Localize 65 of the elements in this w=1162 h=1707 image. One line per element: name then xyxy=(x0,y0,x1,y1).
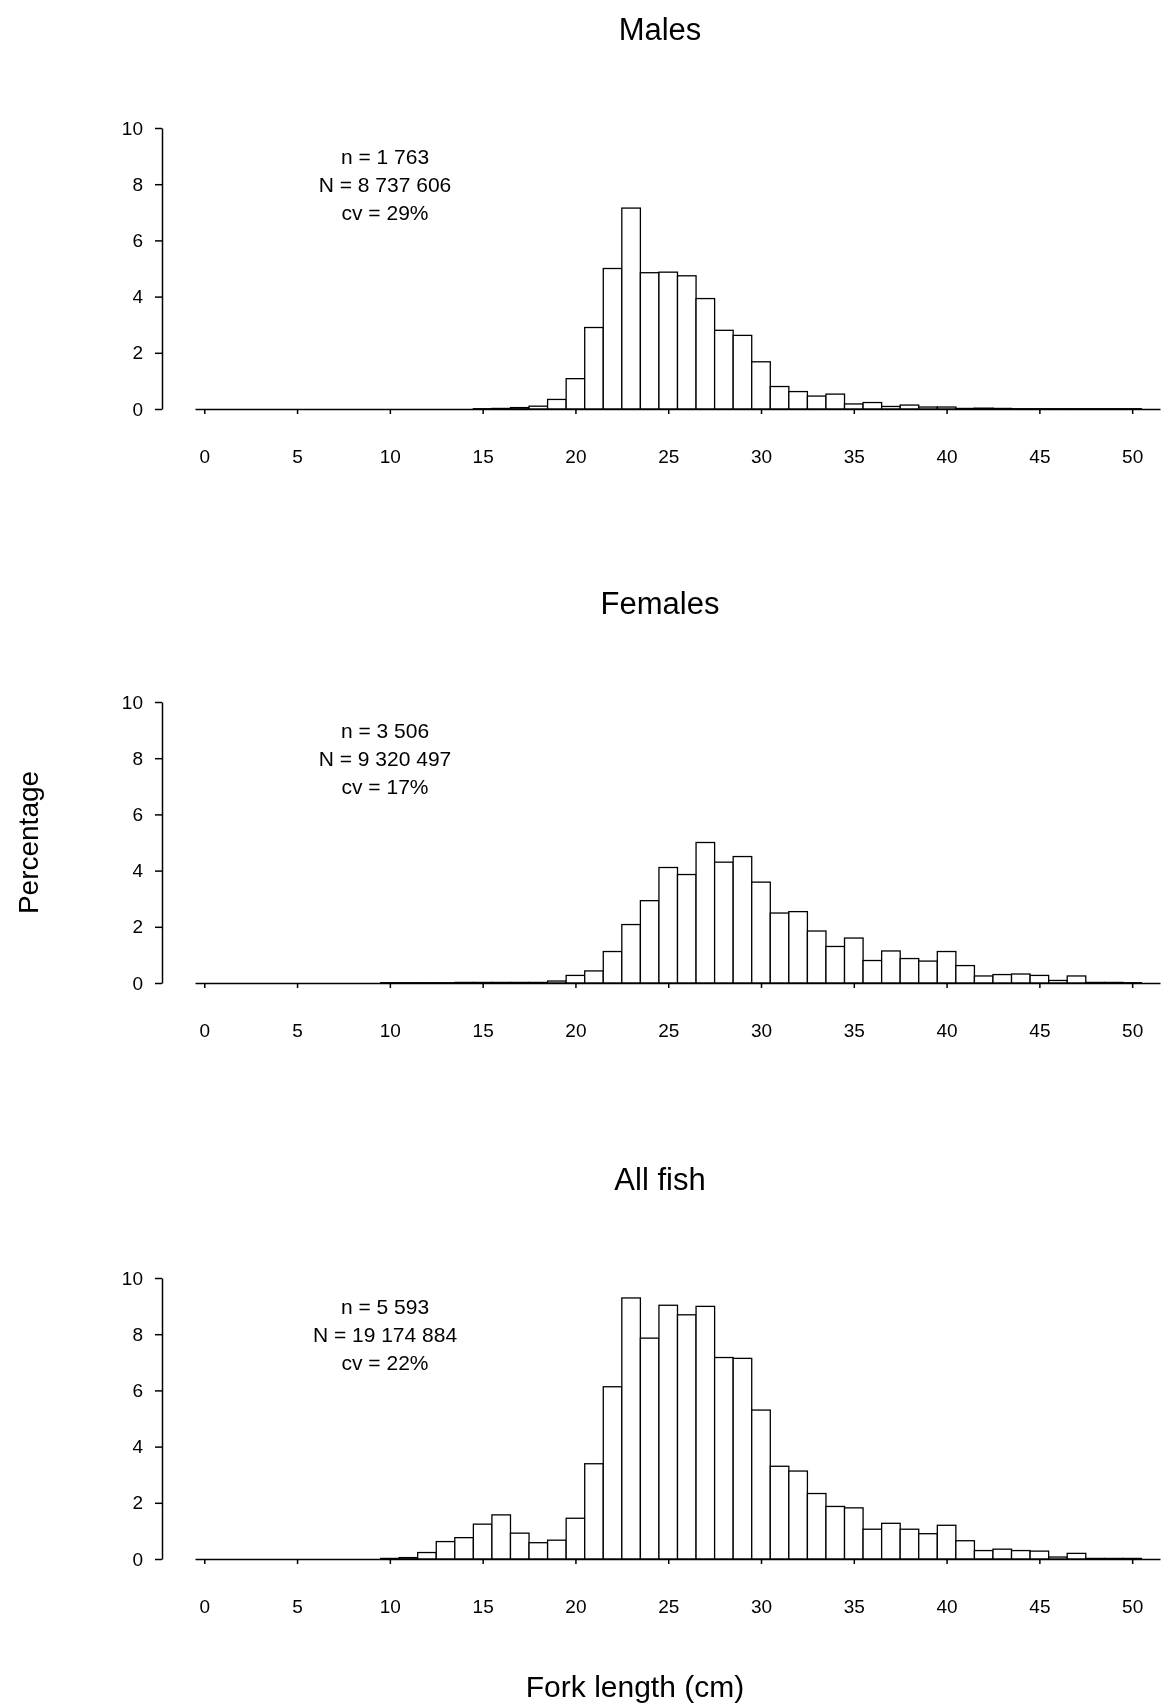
annotation: n = 5 593 xyxy=(340,1295,430,1318)
annotation: N = 8 737 606 xyxy=(318,173,452,196)
y-tick-label: 2 xyxy=(132,342,143,364)
annotation: cv = 17% xyxy=(341,775,429,798)
x-tick-label: 25 xyxy=(658,1596,680,1618)
x-tick-label: 15 xyxy=(472,1596,494,1618)
x-tick-label: 10 xyxy=(379,1020,401,1042)
y-tick-label: 4 xyxy=(132,1436,144,1458)
chart-title: Females xyxy=(600,586,720,621)
x-tick-label: 50 xyxy=(1122,1020,1144,1042)
y-tick-label: 2 xyxy=(132,1492,143,1514)
x-tick-label: 40 xyxy=(936,446,958,468)
y-tick-label: 2 xyxy=(132,916,143,938)
x-tick-label: 20 xyxy=(565,446,587,468)
x-tick-label: 45 xyxy=(1029,446,1051,468)
y-tick-label: 8 xyxy=(132,747,143,769)
annotation: N = 9 320 497 xyxy=(318,747,452,770)
y-tick-label: 0 xyxy=(132,972,143,994)
chart-title: All fish xyxy=(614,1162,706,1197)
x-tick-label: 35 xyxy=(843,446,865,468)
x-tick-label: 20 xyxy=(565,1596,587,1618)
x-tick-label: 30 xyxy=(750,446,773,468)
chart-title: Males xyxy=(618,12,702,47)
y-tick-label: 8 xyxy=(132,173,143,195)
y-tick-label: 10 xyxy=(121,691,143,713)
x-axis-title: Fork length (cm) xyxy=(525,1670,745,1703)
x-tick-label: 50 xyxy=(1122,1596,1144,1618)
x-tick-label: 50 xyxy=(1122,446,1144,468)
x-tick-label: 35 xyxy=(843,1596,865,1618)
x-tick-label: 20 xyxy=(565,1020,587,1042)
x-tick-label: 15 xyxy=(472,1020,494,1042)
y-tick-label: 0 xyxy=(132,1548,143,1570)
x-tick-label: 40 xyxy=(936,1596,958,1618)
x-tick-label: 10 xyxy=(379,446,401,468)
x-tick-label: 10 xyxy=(379,1596,401,1618)
x-tick-label: 0 xyxy=(199,446,211,468)
x-tick-label: 25 xyxy=(658,446,680,468)
y-tick-label: 0 xyxy=(132,398,143,420)
annotation: n = 1 763 xyxy=(340,145,430,168)
annotation: N = 19 174 884 xyxy=(312,1323,458,1346)
y-tick-label: 6 xyxy=(132,1379,143,1401)
x-tick-label: 35 xyxy=(843,1020,865,1042)
x-tick-label: 30 xyxy=(750,1020,773,1042)
y-tick-label: 6 xyxy=(132,229,143,251)
x-tick-label: 0 xyxy=(199,1020,211,1042)
y-tick-label: 8 xyxy=(132,1323,143,1345)
x-tick-label: 25 xyxy=(658,1020,680,1042)
x-tick-label: 30 xyxy=(750,1596,773,1618)
annotation: n = 3 506 xyxy=(340,719,430,742)
x-tick-label: 40 xyxy=(936,1020,958,1042)
x-tick-label: 5 xyxy=(292,1596,303,1618)
y-tick-label: 10 xyxy=(121,117,143,139)
y-tick-label: 4 xyxy=(132,286,144,308)
y-tick-label: 4 xyxy=(132,860,144,882)
annotation: cv = 29% xyxy=(341,201,429,224)
x-tick-label: 15 xyxy=(472,446,494,468)
x-tick-label: 5 xyxy=(292,1020,303,1042)
x-tick-label: 45 xyxy=(1029,1020,1051,1042)
annotation: cv = 22% xyxy=(341,1351,429,1374)
x-tick-label: 5 xyxy=(292,446,303,468)
y-tick-label: 10 xyxy=(121,1267,143,1289)
x-tick-label: 45 xyxy=(1029,1596,1051,1618)
y-tick-label: 6 xyxy=(132,803,143,825)
x-tick-label: 0 xyxy=(199,1596,211,1618)
y-axis-title: Percentage xyxy=(13,770,44,915)
